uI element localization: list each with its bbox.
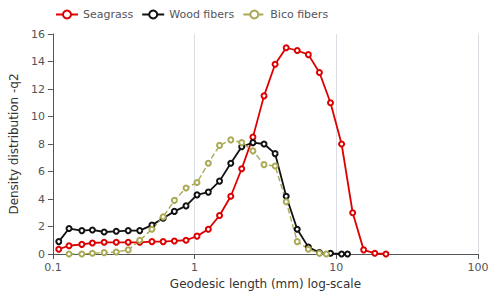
svg-text:Geodesic length (mm) log-scale: Geodesic length (mm) log-scale	[170, 277, 361, 291]
svg-text:12: 12	[31, 83, 45, 96]
svg-text:14: 14	[31, 55, 45, 68]
svg-text:Seagrass: Seagrass	[83, 8, 133, 21]
svg-text:6: 6	[38, 165, 45, 178]
svg-text:1: 1	[191, 261, 198, 274]
svg-text:Bico fibers: Bico fibers	[270, 8, 328, 21]
svg-text:16: 16	[31, 28, 45, 41]
svg-text:0.1: 0.1	[44, 261, 62, 274]
svg-text:4: 4	[38, 193, 45, 206]
svg-text:Wood fibers: Wood fibers	[169, 8, 234, 21]
svg-text:8: 8	[38, 138, 45, 151]
svg-text:10: 10	[31, 110, 45, 123]
svg-text:10: 10	[329, 261, 343, 274]
svg-text:Density distribution -q2: Density distribution -q2	[7, 73, 21, 214]
svg-text:0: 0	[38, 248, 45, 261]
svg-text:100: 100	[468, 261, 489, 274]
svg-text:2: 2	[38, 220, 45, 233]
